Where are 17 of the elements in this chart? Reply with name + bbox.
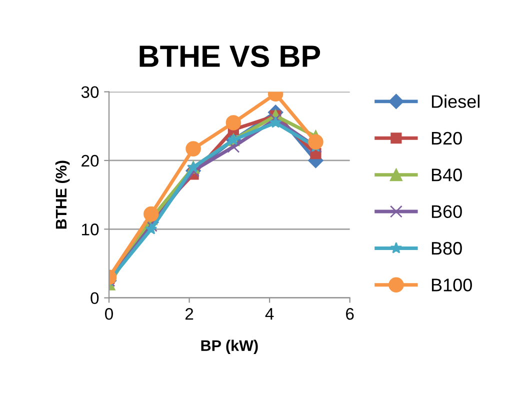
legend-label: B60 bbox=[432, 205, 462, 218]
chart-title: BTHE VS BP bbox=[140, 45, 320, 68]
x-tick-label: 2 bbox=[185, 308, 194, 320]
x-tick-label: 0 bbox=[105, 308, 113, 320]
legend-label: B20 bbox=[432, 132, 462, 145]
y-tick-label: 20 bbox=[82, 154, 99, 167]
y-tick-label: 0 bbox=[90, 292, 99, 304]
y-tick-label: 30 bbox=[81, 86, 99, 98]
legend-label: B80 bbox=[432, 242, 462, 255]
y-tick-label: 10 bbox=[82, 224, 99, 236]
x-tick-label: 6 bbox=[346, 308, 354, 320]
legend-label: B100 bbox=[432, 278, 472, 292]
x-axis-title: BP (kW) bbox=[201, 340, 258, 354]
legend-label: Diesel bbox=[432, 94, 480, 108]
y-axis-title: BTHE (%) bbox=[55, 160, 70, 229]
legend-label: B40 bbox=[432, 168, 462, 182]
x-tick-label: 4 bbox=[265, 308, 274, 320]
